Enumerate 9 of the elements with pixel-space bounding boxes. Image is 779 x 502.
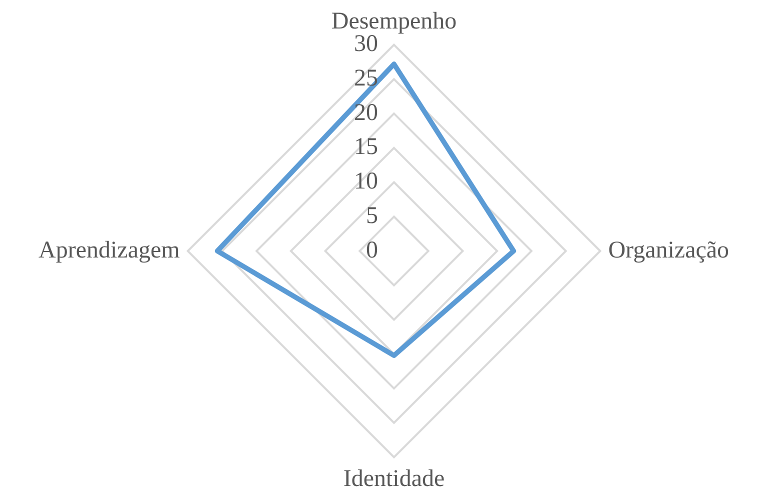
y-tick-label: 10	[354, 168, 378, 195]
y-tick-label: 25	[354, 65, 378, 92]
spoke-label: Identidade	[343, 466, 445, 492]
spoke-label: Aprendizagem	[38, 237, 180, 264]
y-tick-label: 15	[354, 134, 378, 160]
y-tick-label: 5	[366, 202, 378, 229]
spoke-label: Organização	[608, 237, 730, 264]
y-tick-label: 0	[366, 237, 378, 264]
y-tick-label: 20	[354, 100, 378, 126]
